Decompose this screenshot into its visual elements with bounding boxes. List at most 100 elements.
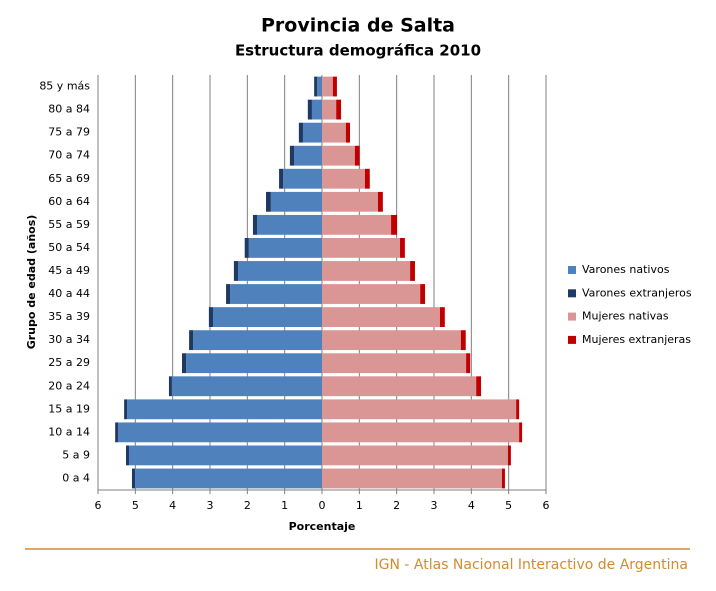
y-tick-label: 60 a 64: [48, 195, 90, 208]
bar: [476, 376, 482, 397]
legend-swatch: [568, 312, 576, 321]
bar: [507, 445, 511, 466]
bar: [238, 261, 322, 281]
bar: [115, 422, 119, 443]
legend-swatch: [568, 266, 576, 274]
bar: [501, 468, 505, 489]
y-tick-label: 85 y más: [39, 80, 90, 93]
bar: [134, 468, 322, 489]
y-tick-label: 30 a 34: [48, 333, 90, 346]
bar: [307, 99, 312, 120]
bar: [322, 191, 378, 212]
bar: [124, 399, 128, 420]
bar: [322, 353, 467, 374]
legend-label: Varones extranjeros: [582, 286, 692, 299]
bar: [248, 238, 322, 258]
bar: [322, 261, 411, 281]
y-tick-label: 75 a 79: [48, 126, 90, 139]
bar: [131, 468, 135, 489]
bar: [230, 284, 322, 304]
bar: [322, 214, 392, 235]
x-tick-label: 4: [169, 499, 176, 512]
bar: [314, 76, 318, 97]
y-tick-label: 20 a 24: [48, 379, 90, 392]
bar: [322, 168, 365, 189]
bar: [336, 99, 342, 120]
chart-subtitle: Estructura demográfica 2010: [235, 42, 481, 60]
bar: [168, 376, 172, 397]
x-tick-label: 4: [468, 499, 475, 512]
bar: [466, 353, 471, 374]
x-tick-label: 6: [543, 499, 550, 512]
x-tick-label: 3: [431, 499, 438, 512]
x-axis-label: Porcentaje: [289, 520, 356, 533]
x-tick-label: 1: [356, 499, 363, 512]
y-tick-label: 55 a 59: [48, 218, 90, 231]
bar: [289, 145, 294, 166]
bar: [519, 422, 523, 443]
y-tick-label: 45 a 49: [48, 264, 90, 277]
y-axis-label: Grupo de edad (años): [25, 215, 38, 350]
bar: [322, 307, 440, 327]
bar: [126, 445, 129, 466]
bar: [279, 168, 284, 189]
chart-title: Provincia de Salta: [261, 15, 455, 37]
bar: [322, 468, 502, 489]
bar: [460, 330, 466, 351]
bar: [391, 214, 398, 235]
bar: [322, 445, 508, 466]
bar: [270, 191, 322, 212]
bar: [257, 214, 322, 235]
bar: [322, 238, 401, 258]
bar: [118, 422, 322, 443]
y-tick-label: 65 a 69: [48, 172, 90, 185]
bar: [212, 307, 322, 327]
footer-text: IGN - Atlas Nacional Interactivo de Arge…: [375, 557, 689, 573]
bar: [294, 145, 322, 166]
x-tick-label: 2: [244, 499, 251, 512]
bar: [322, 376, 477, 397]
bar: [233, 261, 238, 281]
bar: [410, 261, 415, 281]
bar: [182, 353, 187, 374]
bar: [171, 376, 322, 397]
y-tick-label: 15 a 19: [48, 402, 90, 415]
bar: [193, 330, 322, 351]
x-tick-label: 2: [393, 499, 400, 512]
bar: [332, 76, 337, 97]
bar: [345, 122, 350, 143]
bar: [364, 168, 370, 189]
bar: [244, 238, 249, 258]
bar: [189, 330, 194, 351]
bar: [322, 422, 520, 443]
legend-label: Varones nativos: [582, 263, 670, 276]
bar: [311, 99, 322, 120]
x-tick-label: 5: [505, 499, 512, 512]
bar: [283, 168, 322, 189]
bar: [400, 238, 405, 258]
y-tick-label: 50 a 54: [48, 241, 90, 254]
bar: [302, 122, 322, 143]
bar: [252, 214, 258, 235]
bar: [354, 145, 360, 166]
y-tick-label: 35 a 39: [48, 310, 90, 323]
bar: [420, 284, 426, 304]
bar: [317, 76, 322, 97]
legend-swatch: [568, 289, 576, 298]
y-tick-label: 70 a 74: [48, 149, 90, 162]
bar: [439, 307, 445, 327]
bar: [322, 145, 355, 166]
bar: [186, 353, 322, 374]
legend-swatch: [568, 335, 576, 344]
y-tick-label: 40 a 44: [48, 287, 90, 300]
bar: [208, 307, 213, 327]
bar: [322, 399, 517, 420]
bar: [378, 191, 383, 212]
bar: [298, 122, 303, 143]
y-tick-label: 25 a 29: [48, 356, 90, 369]
bar: [266, 191, 271, 212]
y-tick-label: 80 a 84: [48, 103, 90, 116]
bar: [128, 445, 322, 466]
legend-label: Mujeres nativas: [582, 310, 669, 323]
